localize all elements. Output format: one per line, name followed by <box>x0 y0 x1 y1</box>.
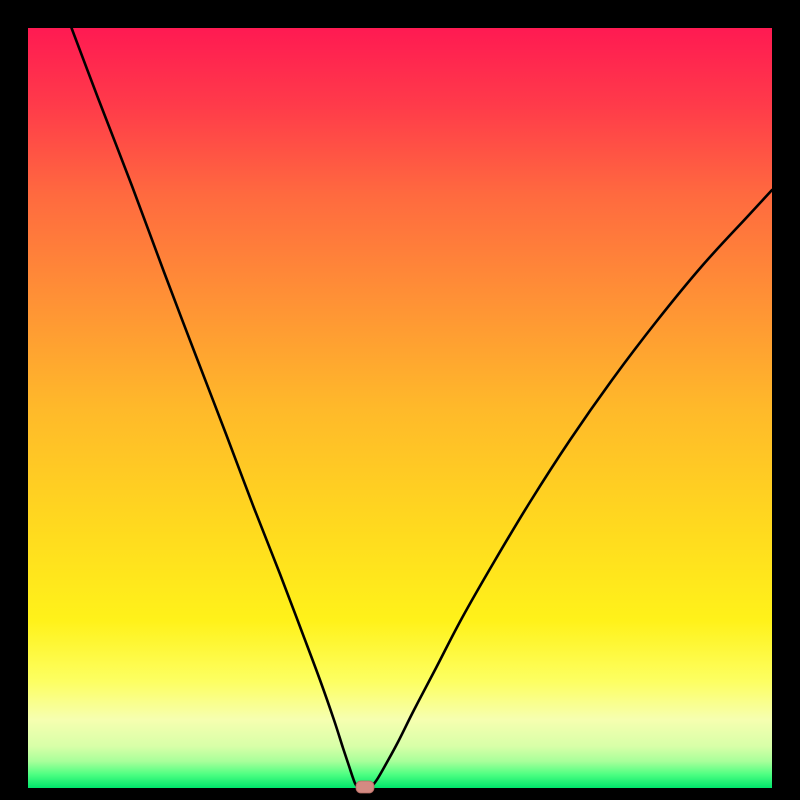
bottleneck-chart <box>0 0 800 800</box>
minimum-marker <box>356 781 374 793</box>
watermark-text: TheBottleneck.com <box>585 0 794 28</box>
chart-stage: TheBottleneck.com <box>0 0 800 800</box>
plot-background <box>28 28 772 788</box>
